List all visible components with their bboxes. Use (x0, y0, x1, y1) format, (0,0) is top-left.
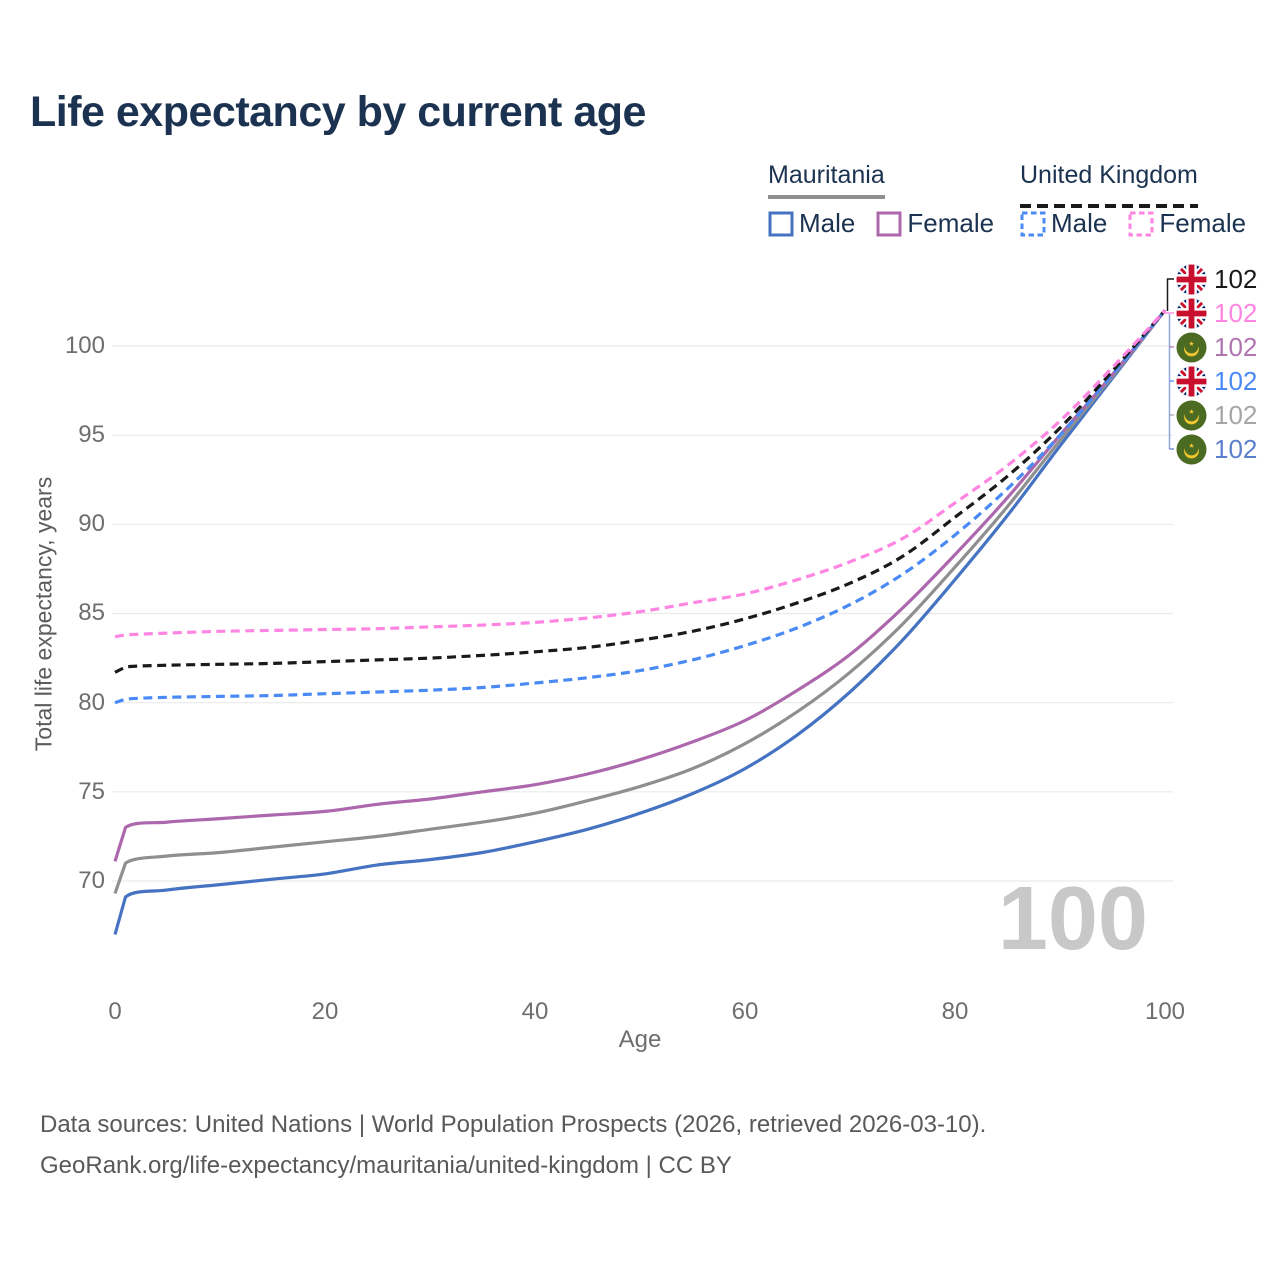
end-value: 102 (1214, 263, 1258, 294)
legend-item-mauritania-male[interactable]: Male (768, 208, 855, 239)
series-mr-male-line[interactable] (113, 309, 1167, 935)
series-mr-all-line[interactable] (113, 309, 1167, 895)
legend-label: Male (799, 208, 856, 238)
legend-group-mauritania: Mauritania Male Female (768, 161, 994, 239)
uk-female-swatch-icon (1128, 211, 1154, 236)
uk-flag-icon (1176, 365, 1207, 397)
footer-attribution: GeoRank.org/life-expectancy/mauritania/u… (40, 1152, 732, 1179)
end-value: 102 (1214, 331, 1258, 362)
series-uk-male-line[interactable] (114, 309, 1167, 705)
end-label-mr-all: 102 (1176, 398, 1257, 432)
end-value: 102 (1214, 297, 1258, 328)
footer: Data sources: United Nations | World Pop… (40, 1104, 986, 1186)
uk-flag-icon (1176, 297, 1207, 329)
page-title: Life expectancy by current age (30, 88, 646, 136)
legend-label: Female (1159, 208, 1247, 238)
y-tick-80: 80 (78, 688, 105, 716)
mauritania-flag-icon (1176, 399, 1207, 431)
uk-male-swatch-icon (1020, 211, 1046, 236)
legend-label: Male (1051, 208, 1108, 238)
united-kingdom-line-sample (1020, 195, 1198, 208)
y-tick-75: 75 (78, 777, 105, 805)
end-label-uk-male: 102 (1176, 364, 1257, 398)
mauritania-flag-icon (1176, 331, 1207, 363)
end-label-mr-male: 102 (1176, 432, 1257, 466)
x-tick-40: 40 (521, 998, 549, 1025)
series-uk-female-line[interactable] (114, 309, 1167, 639)
mauritania-female-swatch-icon (876, 211, 902, 236)
mauritania-male-swatch-icon (768, 211, 794, 236)
legend-header-united-kingdom[interactable]: United Kingdom (1020, 161, 1198, 189)
uk-flag-icon (1176, 263, 1207, 295)
x-tick-0: 0 (108, 998, 122, 1025)
x-tick-80: 80 (941, 998, 969, 1025)
series-mr-female-line[interactable] (113, 309, 1167, 862)
end-value: 102 (1214, 399, 1258, 430)
legend-item-mauritania-female[interactable]: Female (876, 208, 994, 239)
end-label-uk-female: 102 (1176, 296, 1257, 330)
y-tick-85: 85 (78, 599, 105, 627)
mauritania-flag-icon (1176, 433, 1207, 465)
x-tick-100: 100 (1144, 998, 1186, 1025)
y-tick-70: 70 (78, 866, 105, 894)
x-tick-20: 20 (311, 998, 339, 1025)
legend-header-mauritania[interactable]: Mauritania (768, 161, 885, 189)
end-label-mr-female: 102 (1176, 330, 1257, 364)
footer-data-sources: Data sources: United Nations | World Pop… (40, 1111, 987, 1138)
end-label-uk-all: 102 (1176, 262, 1257, 296)
end-value: 102 (1214, 365, 1258, 396)
age-progress-watermark: 100 (997, 869, 1148, 969)
y-tick-90: 90 (78, 510, 105, 538)
end-value: 102 (1214, 433, 1258, 464)
legend-group-united-kingdom: United Kingdom Male Female (1020, 161, 1246, 239)
legend-item-uk-female[interactable]: Female (1128, 208, 1246, 239)
y-tick-100: 100 (64, 332, 105, 359)
series-uk-all-line[interactable] (114, 309, 1167, 674)
y-tick-95: 95 (78, 421, 105, 449)
x-tick-60: 60 (731, 998, 759, 1025)
x-axis-title: Age (618, 1026, 662, 1053)
end-connector-uk-all (1166, 278, 1174, 311)
legend-item-uk-male[interactable]: Male (1020, 208, 1107, 239)
legend-label: Female (907, 208, 995, 238)
mauritania-line-sample (768, 195, 885, 199)
